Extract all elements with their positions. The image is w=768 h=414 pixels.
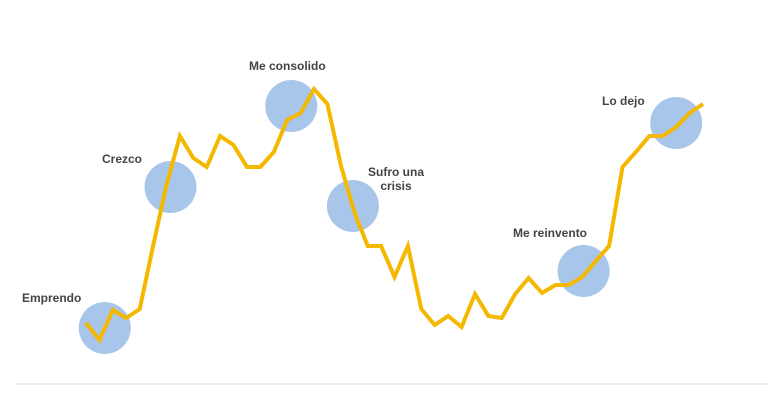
milestone-marker [650, 97, 703, 149]
milestone-label: Me consolido [249, 59, 326, 73]
line [84, 85, 705, 344]
milestone-label: Me reinvento [513, 226, 588, 240]
milestone-marker [144, 161, 197, 213]
milestone-marker [265, 80, 318, 132]
milestone-label: Lo dejo [602, 94, 645, 108]
milestone-label: Sufro una crisis [368, 165, 424, 193]
milestone-label: Crezco [102, 152, 143, 166]
milestone-label: Emprendo [22, 291, 82, 305]
